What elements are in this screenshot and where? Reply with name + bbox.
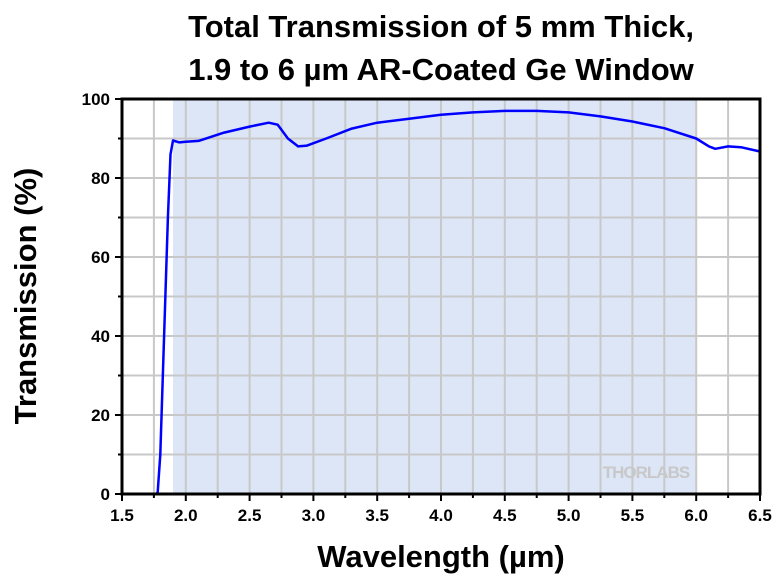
transmission-line bbox=[122, 109, 761, 496]
y-tick-label: 80 bbox=[91, 169, 110, 188]
x-tick-label: 5.5 bbox=[621, 506, 645, 525]
x-tick-label: 3.0 bbox=[302, 506, 326, 525]
y-tick-label: 100 bbox=[82, 90, 110, 109]
x-tick-label: 1.5 bbox=[110, 506, 134, 525]
x-axis-label: Wavelength (µm) bbox=[317, 539, 565, 574]
x-tick-label: 6.5 bbox=[748, 506, 772, 525]
x-tick-label: 3.5 bbox=[365, 506, 389, 525]
thorlabs-watermark: THORLABS bbox=[603, 463, 690, 482]
y-tick-label: 60 bbox=[91, 248, 110, 267]
x-tick-label: 5.0 bbox=[557, 506, 581, 525]
chart-title-line-2: 1.9 to 6 µm AR-Coated Ge Window bbox=[188, 52, 694, 87]
x-tick-label: 2.5 bbox=[238, 506, 262, 525]
y-tick-label: 40 bbox=[91, 327, 110, 346]
x-tick-label: 4.0 bbox=[429, 506, 453, 525]
chart-title-line-1: Total Transmission of 5 mm Thick, bbox=[188, 9, 694, 44]
x-tick-label: 6.0 bbox=[684, 506, 708, 525]
y-tick-label: 20 bbox=[91, 406, 110, 425]
y-axis-label: Transmission (%) bbox=[8, 168, 43, 425]
x-tick-label: 2.0 bbox=[174, 506, 198, 525]
x-tick-label: 4.5 bbox=[493, 506, 517, 525]
y-tick-label: 0 bbox=[101, 485, 110, 504]
